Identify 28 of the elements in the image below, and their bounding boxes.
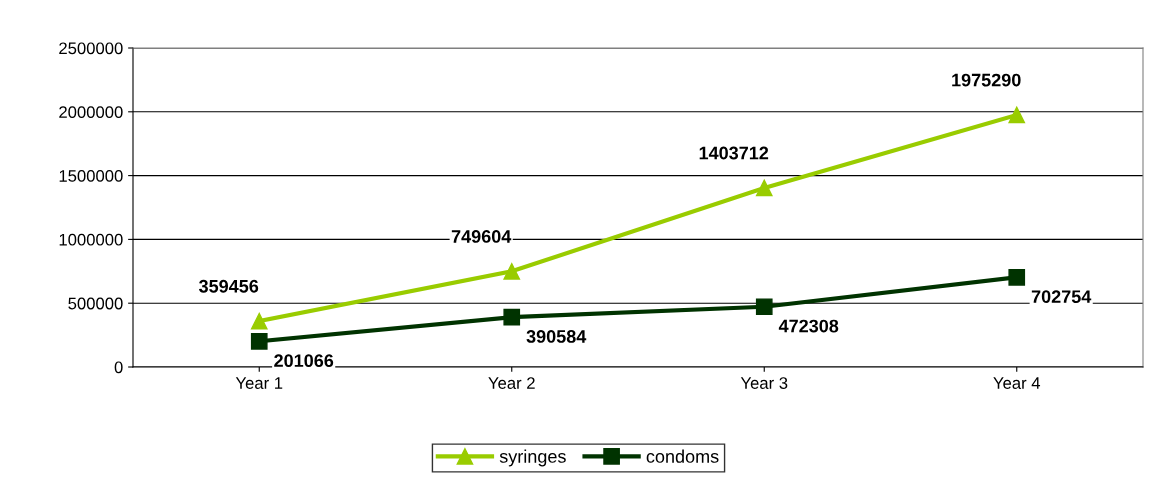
point [755,298,773,316]
point [503,308,521,326]
y-tick-label: 2500000 [59,42,123,55]
data-label: 749604 [451,230,512,243]
x-tick-label: Year 1 [235,377,283,389]
y-tick-label: 0 [114,361,123,374]
data-label: 1403712 [699,146,769,160]
data-label: 1975290 [952,73,1021,87]
y-tick-label: 1000000 [59,233,123,246]
point [250,312,268,330]
point [1008,268,1026,286]
data-label: 201066 [274,354,334,368]
data-label: 359456 [198,279,259,293]
data-label: 702754 [1031,290,1092,304]
data-label: 472308 [778,319,839,333]
y-tick-label: 1500000 [59,170,123,182]
x-tick-label: Year 4 [993,377,1041,389]
y-tick-label: 2000000 [59,106,123,118]
point [250,333,268,350]
point [755,179,773,197]
x-tick-label: Year 2 [488,377,535,389]
point [503,263,521,280]
point [1008,106,1026,124]
legend-label: condoms [646,449,719,463]
x-tick-label: Year 3 [740,377,788,389]
y-tick-label: 500000 [68,297,123,310]
data-label: 390584 [526,330,587,343]
legend-label: syringes [499,449,566,467]
